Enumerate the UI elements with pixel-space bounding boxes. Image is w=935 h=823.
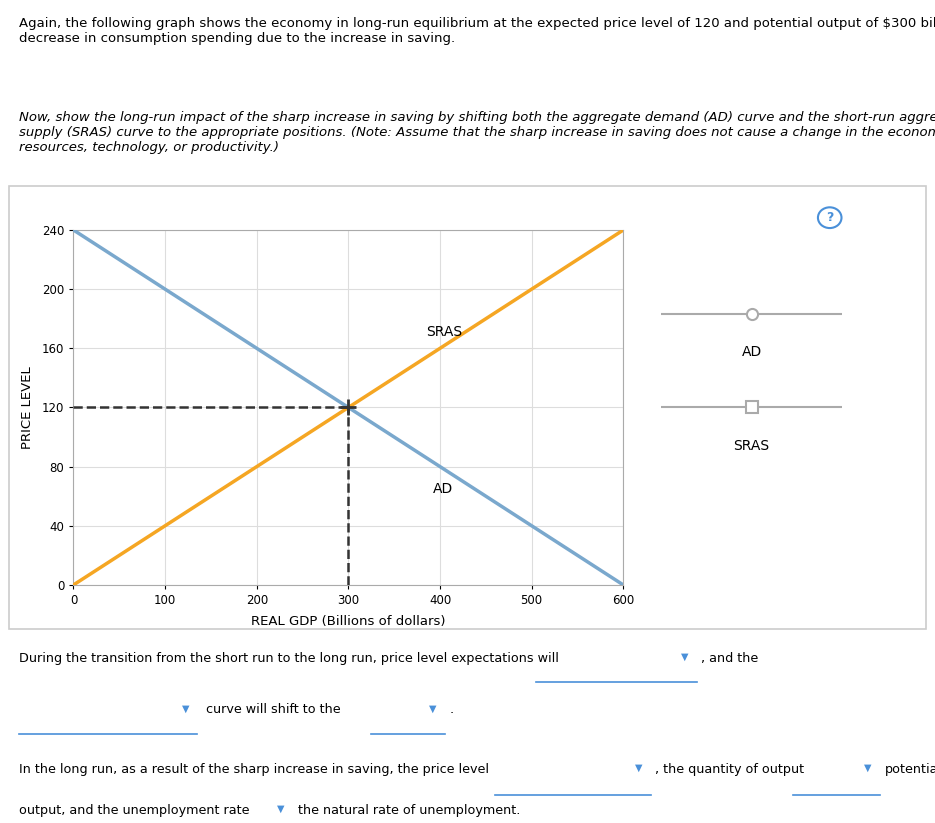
Text: ▼: ▼: [181, 704, 189, 714]
Text: AD: AD: [741, 346, 762, 360]
Y-axis label: PRICE LEVEL: PRICE LEVEL: [21, 366, 34, 449]
Text: ▼: ▼: [864, 763, 871, 773]
Text: SRAS: SRAS: [426, 325, 463, 340]
Text: , and the: , and the: [701, 652, 758, 664]
Text: ▼: ▼: [681, 652, 688, 662]
Text: potential: potential: [885, 763, 935, 776]
Text: ?: ?: [826, 212, 833, 224]
Text: In the long run, as a result of the sharp increase in saving, the price level: In the long run, as a result of the shar…: [19, 763, 488, 776]
Text: output, and the unemployment rate: output, and the unemployment rate: [19, 803, 249, 816]
Text: ▼: ▼: [429, 704, 437, 714]
X-axis label: REAL GDP (Billions of dollars): REAL GDP (Billions of dollars): [252, 616, 446, 628]
Text: SRAS: SRAS: [733, 439, 770, 453]
Text: .: .: [449, 704, 453, 717]
Text: During the transition from the short run to the long run, price level expectatio: During the transition from the short run…: [19, 652, 558, 664]
Text: ▼: ▼: [635, 763, 642, 773]
Text: Again, the following graph shows the economy in long-run equilibrium at the expe: Again, the following graph shows the eco…: [19, 17, 935, 45]
Text: AD: AD: [433, 482, 453, 496]
Text: , the quantity of output: , the quantity of output: [655, 763, 804, 776]
Text: ▼: ▼: [277, 803, 284, 814]
Text: curve will shift to the: curve will shift to the: [207, 704, 341, 717]
Text: Now, show the long-run impact of the sharp increase in saving by shifting both t: Now, show the long-run impact of the sha…: [19, 111, 935, 154]
Text: the natural rate of unemployment.: the natural rate of unemployment.: [298, 803, 521, 816]
